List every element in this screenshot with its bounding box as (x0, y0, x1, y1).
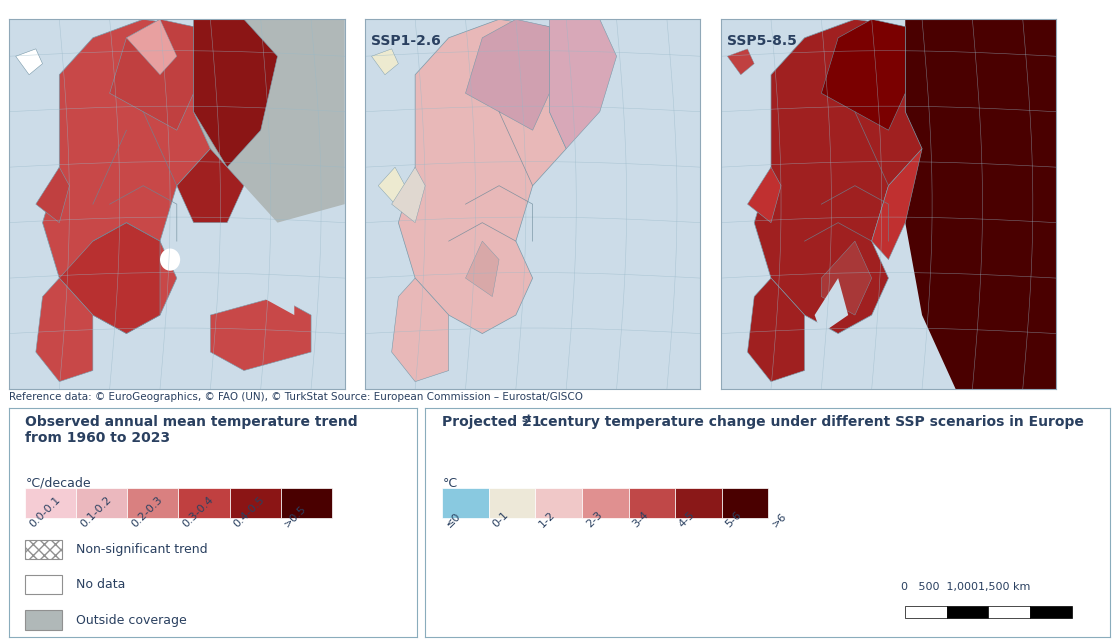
Text: 0.4-0.5: 0.4-0.5 (232, 494, 266, 529)
Text: >6: >6 (770, 511, 789, 529)
Bar (904, 606, 947, 619)
Bar (582, 488, 629, 518)
Polygon shape (727, 49, 754, 75)
Text: SSP5-8.5: SSP5-8.5 (726, 34, 797, 48)
Bar (629, 488, 675, 518)
Bar (722, 488, 769, 518)
Text: °C/decade: °C/decade (26, 477, 91, 490)
Bar (26, 610, 62, 629)
Text: 5-6: 5-6 (724, 510, 744, 529)
Bar (128, 488, 178, 518)
Text: st: st (521, 414, 532, 424)
Polygon shape (210, 296, 311, 370)
Text: 0-1: 0-1 (491, 510, 510, 529)
Text: SSP1-2.6: SSP1-2.6 (370, 34, 441, 48)
Bar (178, 488, 229, 518)
Bar (26, 575, 62, 594)
Polygon shape (398, 19, 566, 334)
Text: 0.1-0.2: 0.1-0.2 (78, 494, 113, 529)
Polygon shape (905, 19, 1056, 389)
Text: 4-5: 4-5 (677, 510, 697, 529)
Polygon shape (16, 49, 43, 75)
Text: 0.0-0.1: 0.0-0.1 (27, 494, 63, 529)
Text: 2-3: 2-3 (584, 510, 604, 529)
Text: 3-4: 3-4 (631, 510, 650, 529)
Bar (26, 488, 76, 518)
Polygon shape (36, 278, 93, 381)
Text: 0   500  1,0001,500 km: 0 500 1,0001,500 km (901, 582, 1031, 592)
Bar (988, 606, 1031, 619)
Polygon shape (59, 222, 160, 334)
Polygon shape (549, 19, 617, 149)
Polygon shape (821, 19, 905, 130)
Polygon shape (392, 167, 425, 222)
Bar (229, 488, 281, 518)
Text: century temperature change under different SSP scenarios in Europe: century temperature change under differe… (535, 415, 1083, 429)
Polygon shape (754, 19, 922, 334)
Bar (442, 488, 489, 518)
Polygon shape (466, 19, 549, 130)
Polygon shape (43, 19, 210, 334)
Bar (947, 606, 988, 619)
Bar (489, 488, 536, 518)
Polygon shape (110, 19, 194, 130)
Text: Outside coverage: Outside coverage (76, 613, 187, 626)
Polygon shape (815, 278, 848, 334)
Text: >0.5: >0.5 (283, 503, 309, 529)
Polygon shape (466, 241, 499, 296)
Text: 0.2-0.3: 0.2-0.3 (130, 494, 164, 529)
Text: ≤0: ≤0 (444, 511, 463, 529)
Polygon shape (36, 167, 69, 222)
Text: Non-significant trend: Non-significant trend (76, 543, 208, 556)
Bar (1031, 606, 1072, 619)
Polygon shape (126, 19, 177, 75)
Text: Reference data: © EuroGeographics, © FAO (UN), © TurkStat Source: European Commi: Reference data: © EuroGeographics, © FAO… (9, 392, 583, 403)
Polygon shape (392, 278, 449, 381)
Text: No data: No data (76, 578, 125, 591)
Polygon shape (747, 278, 805, 381)
Bar (76, 488, 128, 518)
Polygon shape (194, 19, 345, 222)
Text: 1-2: 1-2 (537, 510, 557, 529)
Polygon shape (261, 260, 294, 315)
Circle shape (160, 248, 180, 271)
Polygon shape (821, 241, 872, 315)
Text: 0.3-0.4: 0.3-0.4 (180, 494, 216, 529)
Bar (675, 488, 722, 518)
Polygon shape (747, 167, 781, 222)
Polygon shape (372, 49, 398, 75)
Polygon shape (872, 149, 922, 260)
Bar (281, 488, 331, 518)
Text: °C: °C (442, 477, 458, 490)
Text: Observed annual mean temperature trend
from 1960 to 2023: Observed annual mean temperature trend f… (26, 415, 358, 446)
Bar (26, 539, 62, 559)
Bar (536, 488, 582, 518)
Text: Projected 21: Projected 21 (442, 415, 542, 429)
Polygon shape (177, 149, 244, 222)
Polygon shape (378, 167, 405, 204)
Polygon shape (194, 19, 278, 167)
